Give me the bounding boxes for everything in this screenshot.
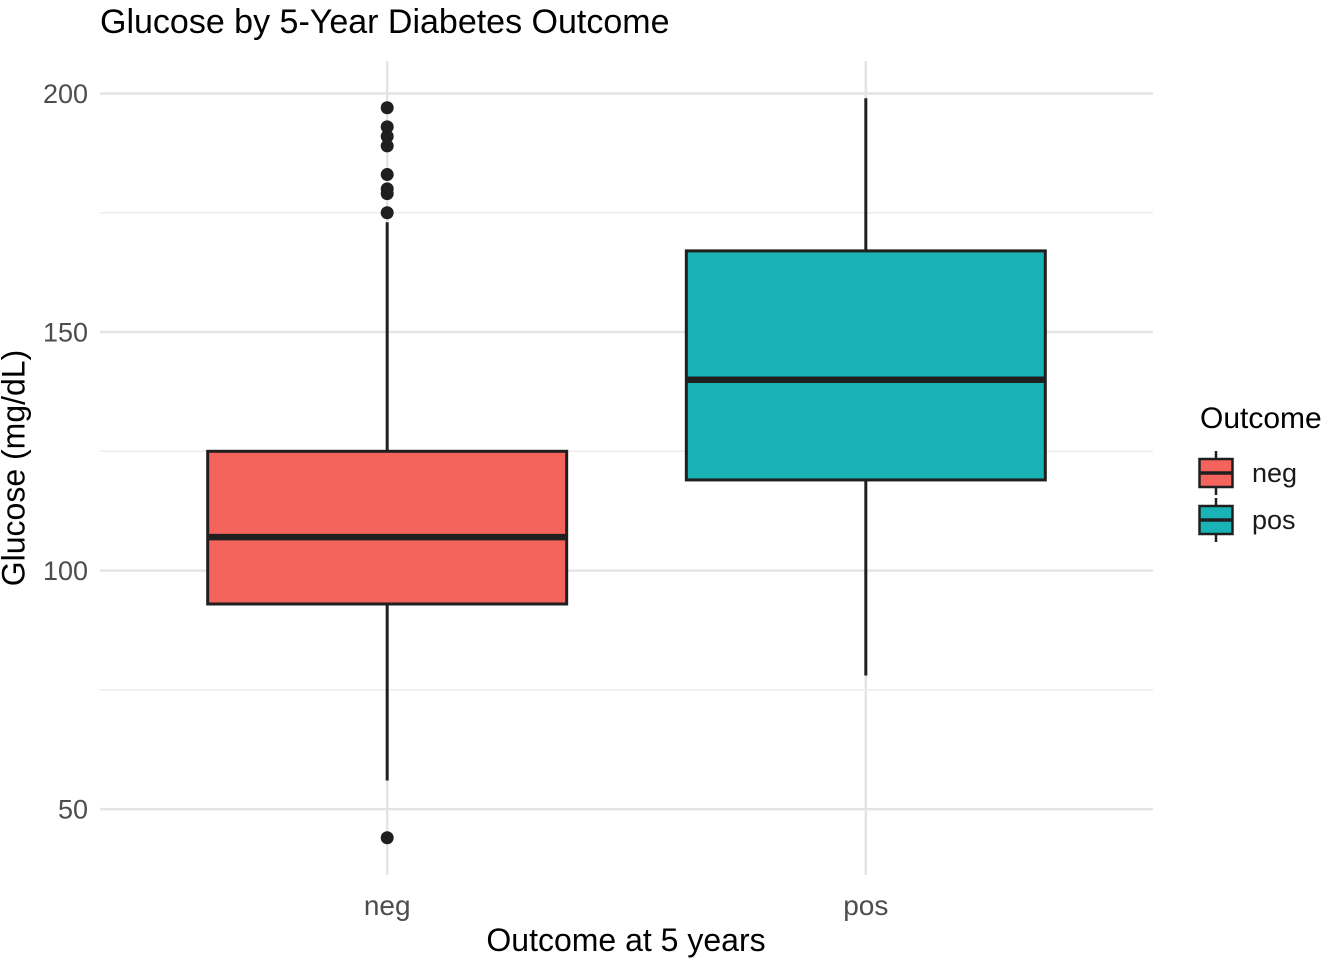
y-tick-label-150: 150: [43, 317, 88, 347]
outlier-point-neg-189: [380, 139, 394, 153]
x-tick-label-neg: neg: [364, 890, 411, 921]
legend-key-boxplot-icon: [1198, 451, 1234, 495]
outlier-point-neg-175: [380, 206, 394, 220]
legend: Outcome neg pos: [1197, 402, 1322, 544]
legend-label-pos: pos: [1252, 504, 1296, 535]
outlier-point-neg-179: [380, 187, 394, 201]
box-neg: [206, 449, 569, 606]
outlier-point-neg-183: [380, 168, 394, 182]
y-tick-label-100: 100: [43, 556, 88, 586]
outlier-point-neg-191: [380, 129, 394, 143]
y-tick-label-50: 50: [58, 795, 88, 825]
outlier-point-neg-197: [380, 101, 394, 115]
legend-item-pos: pos: [1197, 497, 1322, 543]
legend-title: Outcome: [1200, 402, 1322, 435]
legend-label-neg: neg: [1252, 457, 1298, 488]
legend-key-boxplot-icon: [1198, 498, 1234, 542]
outlier-point-neg-193: [380, 120, 394, 134]
x-tick-label-pos: pos: [843, 890, 888, 921]
plot-title: Glucose by 5-Year Diabetes Outcome: [100, 3, 670, 41]
x-axis-title: Outcome at 5 years: [486, 922, 766, 958]
outlier-point-neg-44: [380, 831, 394, 845]
y-tick-label-200: 200: [43, 79, 88, 109]
legend-items: neg pos: [1197, 450, 1322, 543]
box-pos: [684, 249, 1047, 482]
legend-item-neg: neg: [1197, 450, 1322, 496]
